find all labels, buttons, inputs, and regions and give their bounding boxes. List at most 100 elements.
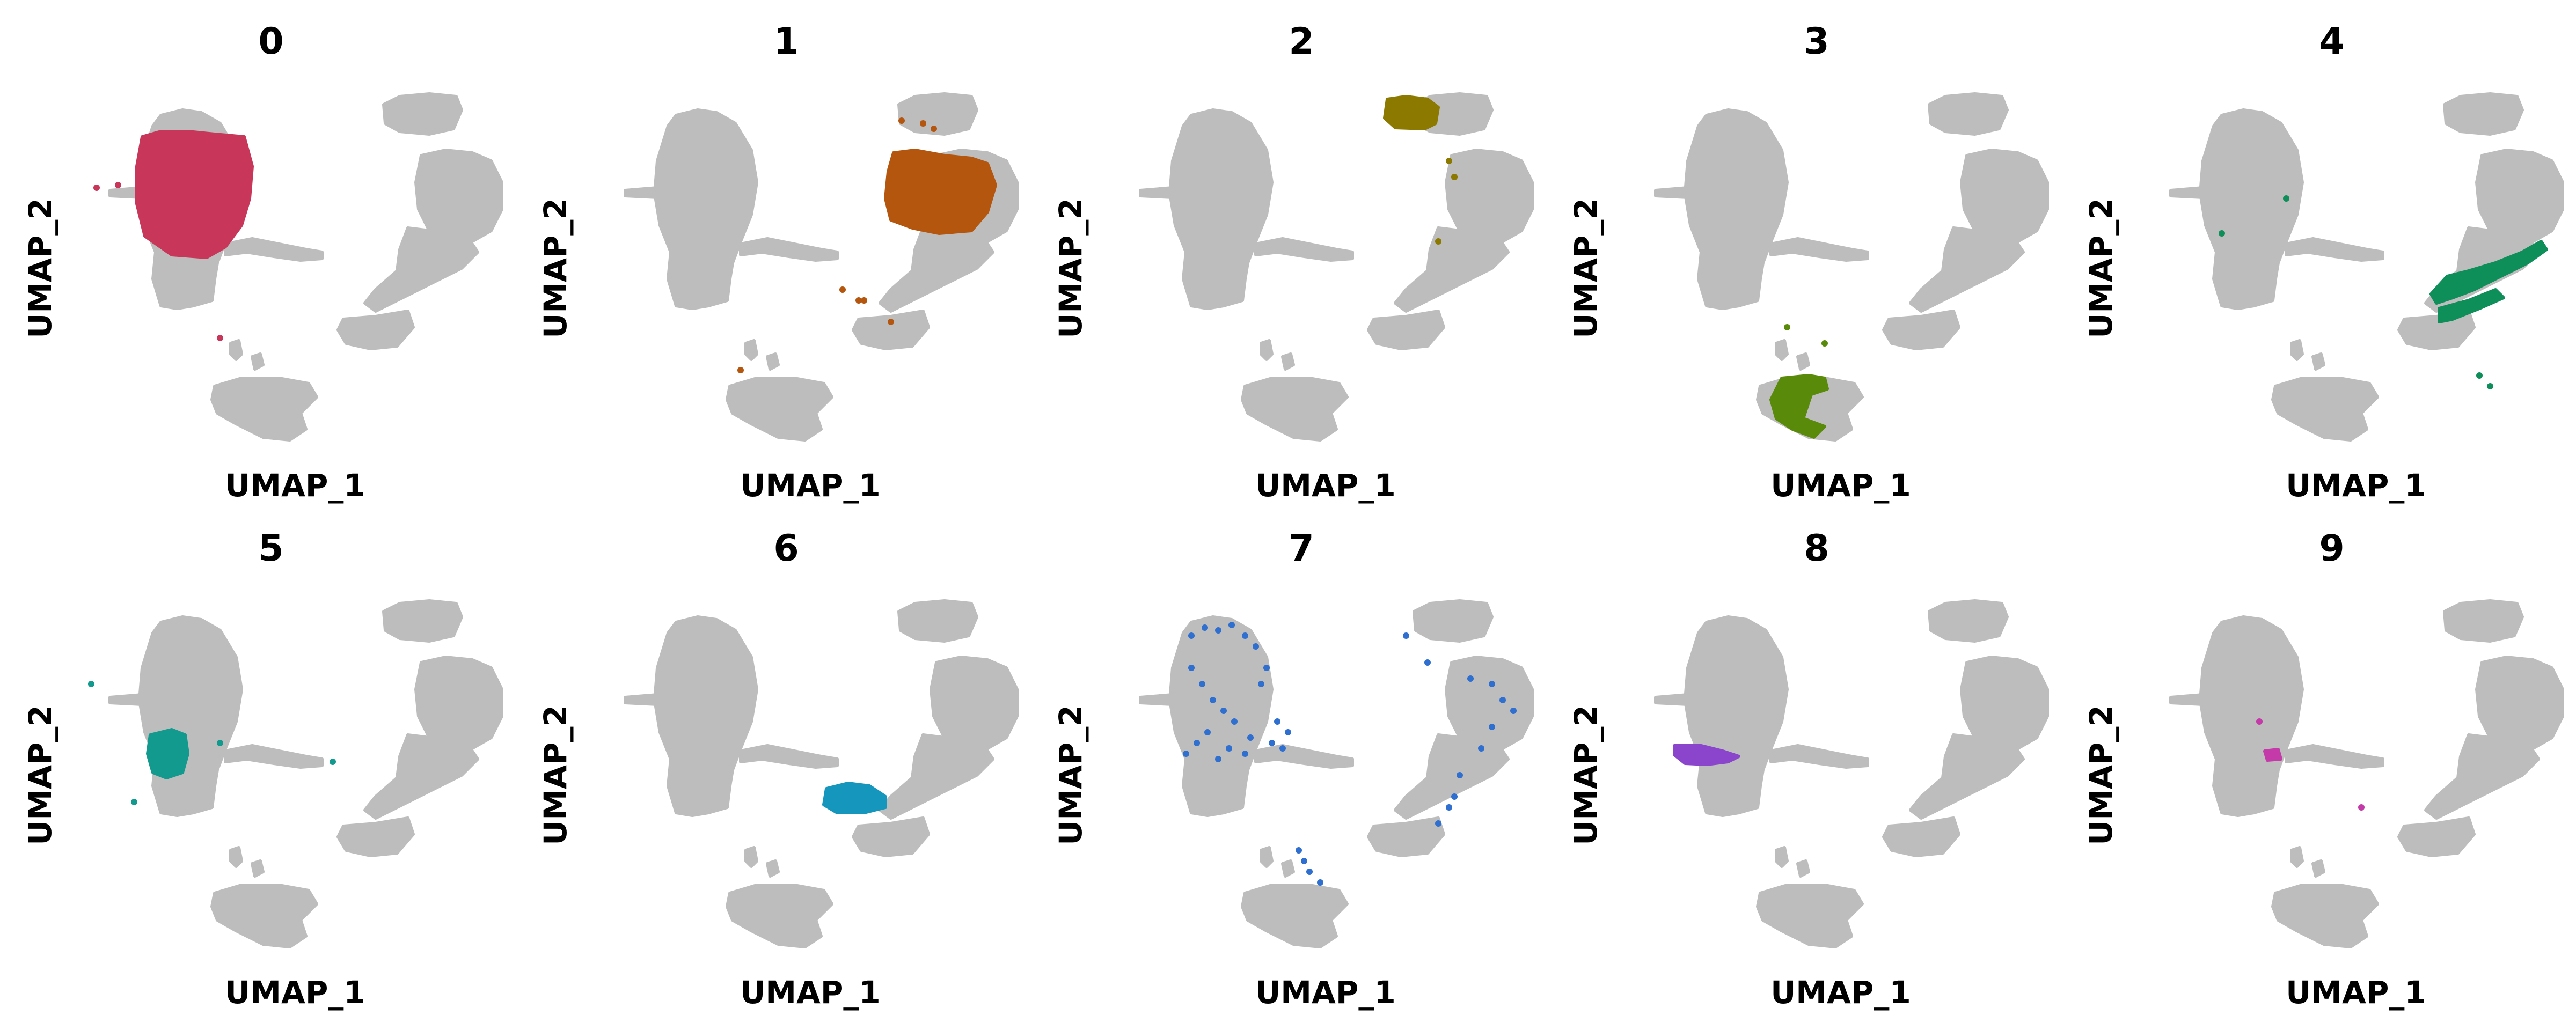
y-axis-label: UMAP_2 [537, 198, 574, 339]
cluster-point [861, 297, 867, 304]
background-cells [1684, 108, 1789, 310]
cluster-point [1220, 708, 1227, 714]
background-cells [138, 615, 243, 817]
background-cells [1882, 816, 1960, 857]
cluster-point [1457, 772, 1463, 778]
panel-title: 8 [1804, 527, 1829, 570]
cluster-cells [1769, 374, 1829, 439]
background-cells [382, 599, 463, 643]
cluster-point [920, 120, 926, 127]
cluster-point [1499, 697, 1506, 703]
cluster-point [115, 182, 121, 188]
cluster-point [88, 681, 94, 687]
background-cells [879, 733, 994, 820]
background-cells [1775, 339, 1789, 361]
background-cells [726, 884, 833, 948]
umap-panel: 8 UMAP_1 UMAP_2 [1568, 527, 2049, 1011]
background-cells [1241, 377, 1349, 442]
background-cells [382, 92, 463, 136]
y-axis-label: UMAP_2 [1568, 705, 1604, 845]
background-cells [1413, 599, 1494, 643]
x-axis-label: UMAP_1 [740, 467, 881, 504]
background-cells [1168, 108, 1274, 310]
cluster-point [2283, 195, 2289, 202]
background-cells [2199, 108, 2304, 310]
cluster-point [1279, 745, 1286, 752]
x-axis-label: UMAP_1 [740, 974, 881, 1011]
background-cells [2443, 599, 2524, 643]
cluster-cells [1673, 744, 1740, 766]
cluster-point [1451, 793, 1458, 800]
cluster-cells [822, 782, 887, 814]
background-cells [897, 599, 978, 643]
cluster-point [1253, 643, 1259, 650]
cluster-point [2444, 292, 2450, 298]
umap-panel: 3 UMAP_1 UMAP_2 [1568, 20, 2049, 504]
background-cells [1796, 859, 1810, 878]
background-cells [363, 733, 479, 820]
cluster-point [1226, 745, 1232, 752]
umap-panel: 1 UMAP_1 UMAP_2 [537, 20, 1019, 504]
background-cells [1254, 744, 1354, 769]
background-cells [897, 92, 978, 136]
cluster-point [1263, 665, 1270, 671]
background-cells [653, 108, 758, 310]
background-cells [766, 352, 780, 371]
background-cells [726, 377, 833, 442]
cluster-point [1274, 718, 1280, 725]
cluster-point [1215, 756, 1221, 762]
background-cells [1260, 846, 1274, 868]
background-cells [1909, 733, 2025, 820]
background-cells [2290, 846, 2304, 868]
cluster-point [1435, 820, 1441, 827]
cluster-point [1215, 627, 1221, 634]
umap-panel: 9 UMAP_1 UMAP_2 [2083, 527, 2564, 1011]
background-cells [1960, 656, 2049, 750]
background-cells [1168, 615, 1274, 817]
umap-panel: 5 UMAP_1 UMAP_2 [22, 527, 503, 1011]
background-cells [1394, 733, 1510, 820]
x-axis-label: UMAP_1 [225, 467, 365, 504]
cluster-point [1210, 697, 1216, 703]
cluster-cells [1383, 95, 1440, 130]
background-cells [2271, 377, 2379, 442]
background-cells [210, 884, 318, 948]
background-cells [414, 149, 503, 243]
cluster-point [1489, 681, 1495, 687]
panel-title: 6 [773, 527, 799, 570]
background-cells [1654, 186, 1689, 199]
background-cells [766, 859, 780, 878]
x-axis-label: UMAP_1 [225, 974, 365, 1011]
cluster-point [2256, 718, 2263, 725]
cluster-point [2476, 372, 2483, 379]
y-axis-label: UMAP_2 [22, 705, 58, 845]
cluster-point [330, 759, 336, 765]
background-cells [1260, 339, 1274, 361]
umap-panel: 0 UMAP_1 UMAP_2 [22, 20, 503, 504]
background-cells [2285, 744, 2384, 769]
background-cells [1882, 310, 1960, 350]
cluster-point [888, 319, 894, 325]
background-cells [224, 744, 324, 769]
background-cells [210, 377, 318, 442]
cluster-cells [2438, 288, 2505, 323]
background-cells [336, 310, 415, 350]
background-cells [879, 226, 994, 313]
cluster-cells [2263, 748, 2282, 762]
background-cells [1928, 92, 2009, 136]
cluster-point [2219, 230, 2225, 237]
cluster-point [2487, 383, 2493, 389]
umap-panel: 7 UMAP_1 UMAP_2 [1052, 527, 1534, 1011]
cluster-point [1489, 724, 1495, 730]
background-cells [1445, 149, 1534, 243]
background-cells [1928, 599, 2009, 643]
y-axis-label: UMAP_2 [537, 705, 574, 845]
y-axis-label: UMAP_2 [2083, 198, 2119, 339]
cluster-point [1435, 238, 1441, 245]
x-axis-label: UMAP_1 [1255, 974, 1396, 1011]
cluster-point [1258, 681, 1264, 687]
cluster-point [217, 335, 223, 341]
panel-title: 9 [2319, 527, 2344, 570]
cluster-point [1296, 847, 1302, 854]
background-cells [2169, 693, 2205, 706]
